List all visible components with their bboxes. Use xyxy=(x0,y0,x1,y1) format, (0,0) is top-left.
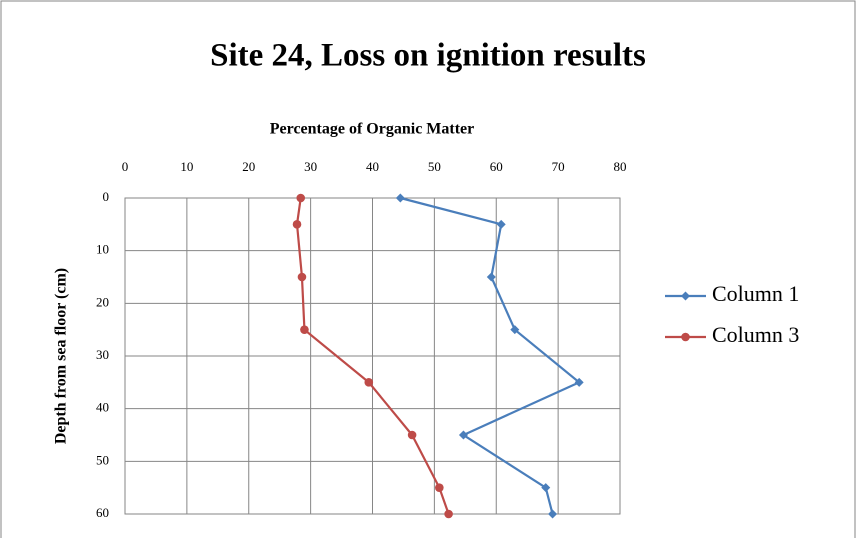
legend-marker xyxy=(681,332,690,342)
x-tick-label: 50 xyxy=(428,159,441,174)
data-point xyxy=(496,219,506,229)
x-tick-label: 20 xyxy=(242,159,255,174)
data-point xyxy=(541,483,551,493)
chart-title: Site 24, Loss on ignition results xyxy=(210,38,646,74)
y-tick-label: 20 xyxy=(96,294,109,309)
x-tick-label: 80 xyxy=(614,159,627,174)
plot-border xyxy=(124,197,621,515)
data-point xyxy=(444,509,453,519)
x-tick-label: 0 xyxy=(122,159,129,174)
data-point xyxy=(300,325,309,334)
legend-label: Column 1 xyxy=(712,281,799,306)
data-point xyxy=(486,272,496,282)
x-tick-label: 10 xyxy=(180,159,193,174)
data-point xyxy=(364,378,374,387)
data-point xyxy=(458,430,468,440)
x-tick-label: 70 xyxy=(552,159,565,174)
legend-label: Column 3 xyxy=(712,322,799,347)
y-tick-label: 10 xyxy=(96,242,109,257)
y-axis-title: Depth from sea floor (cm) xyxy=(53,268,70,444)
legend-marker xyxy=(681,291,690,301)
y-tick-label: 50 xyxy=(96,452,109,467)
series-line xyxy=(295,197,450,515)
y-tick-label: 30 xyxy=(96,347,109,362)
data-point xyxy=(296,193,306,203)
y-tick-label: 40 xyxy=(96,400,109,415)
data-point xyxy=(292,220,302,229)
y-tick-label: 0 xyxy=(103,189,110,204)
x-tick-label: 60 xyxy=(490,159,503,174)
data-point xyxy=(435,483,444,492)
x-tick-label: 30 xyxy=(304,159,317,174)
data-point xyxy=(395,193,405,203)
data-point xyxy=(297,272,307,282)
data-point xyxy=(574,377,584,387)
data-point xyxy=(548,509,558,519)
data-point xyxy=(407,430,417,440)
x-tick-label: 40 xyxy=(366,159,379,174)
data-point xyxy=(510,325,520,335)
x-axis-title: Percentage of Organic Matter xyxy=(270,121,475,138)
y-tick-label: 60 xyxy=(96,505,109,520)
series-line xyxy=(400,196,582,515)
